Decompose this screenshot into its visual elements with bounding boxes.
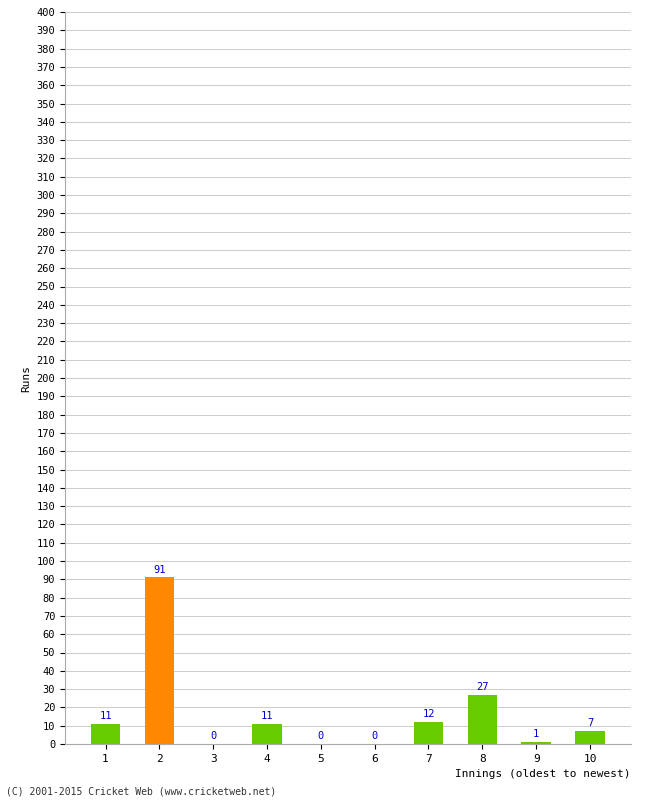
Bar	[252, 724, 282, 744]
Bar	[575, 731, 604, 744]
Text: 11: 11	[99, 711, 112, 721]
Text: 91: 91	[153, 565, 166, 574]
Bar	[521, 742, 551, 744]
Text: 0: 0	[210, 731, 216, 742]
Bar	[467, 694, 497, 744]
Y-axis label: Runs: Runs	[21, 365, 31, 391]
Text: 11: 11	[261, 711, 273, 721]
Bar	[144, 578, 174, 744]
Text: 1: 1	[533, 730, 540, 739]
Bar	[413, 722, 443, 744]
X-axis label: Innings (oldest to newest): Innings (oldest to newest)	[455, 770, 630, 779]
Text: 27: 27	[476, 682, 489, 692]
Text: 12: 12	[422, 710, 435, 719]
Text: 7: 7	[587, 718, 593, 729]
Text: (C) 2001-2015 Cricket Web (www.cricketweb.net): (C) 2001-2015 Cricket Web (www.cricketwe…	[6, 786, 277, 796]
Text: 0: 0	[318, 731, 324, 742]
Bar	[91, 724, 120, 744]
Text: 0: 0	[372, 731, 378, 742]
